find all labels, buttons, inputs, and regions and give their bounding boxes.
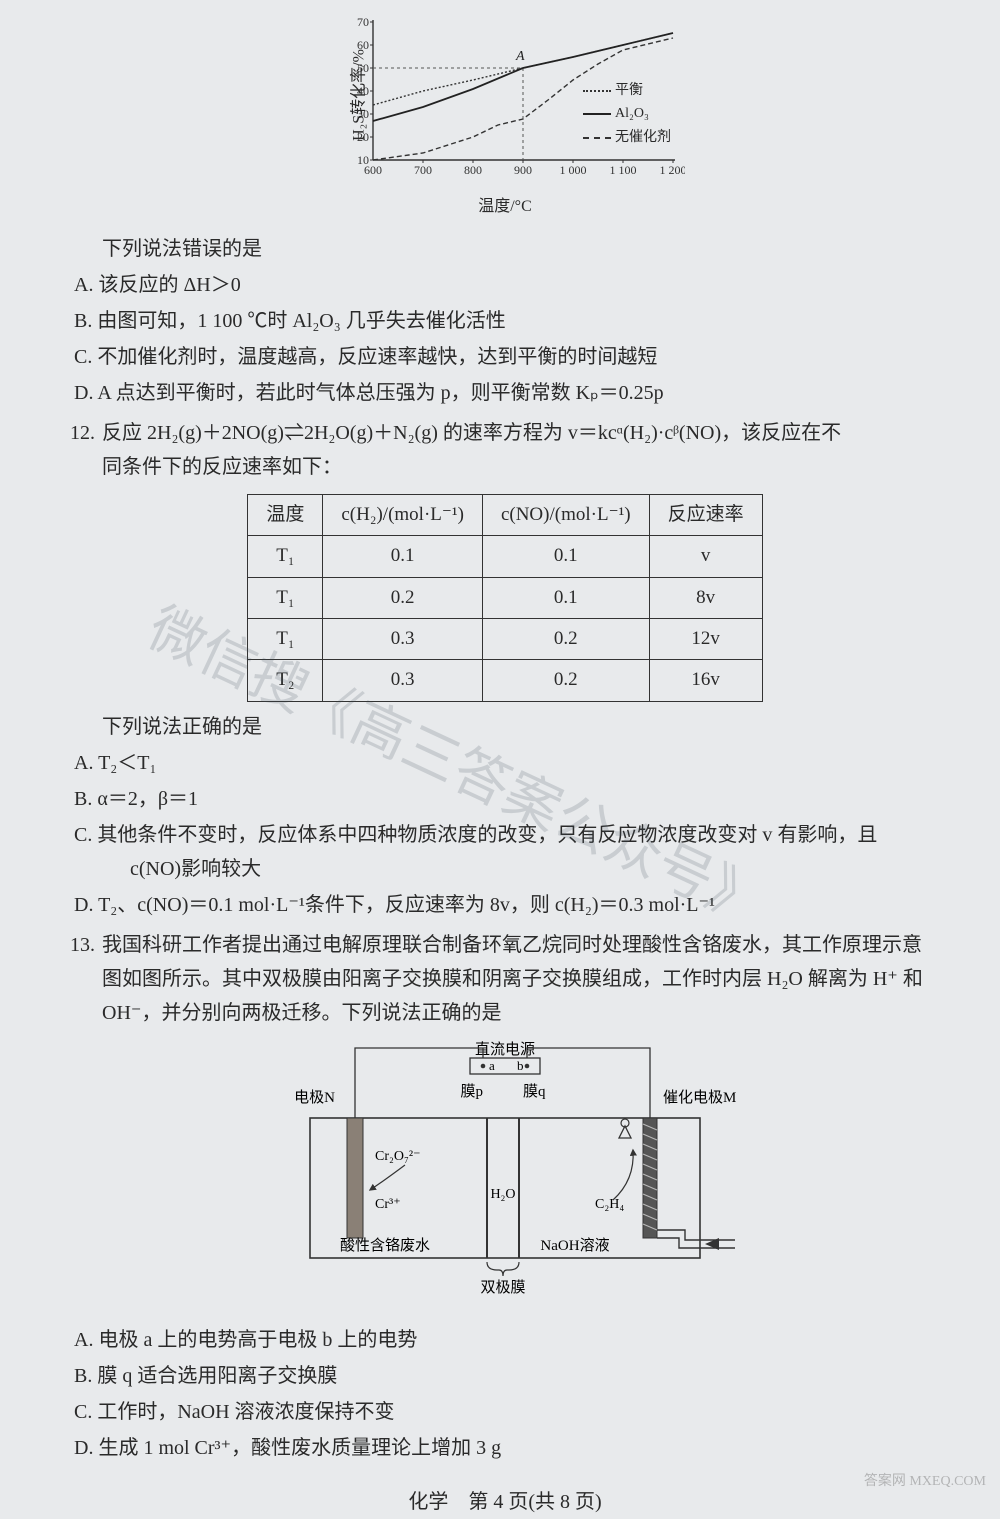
- q12-A: A. T₂＜T₁: [70, 746, 940, 780]
- q11-stem: 下列说法错误的是: [70, 232, 940, 266]
- q11-A: A. 该反应的 ΔH＞0: [70, 268, 940, 302]
- svg-text:a: a: [489, 1058, 495, 1073]
- th: c(NO)/(mol·L⁻¹): [482, 495, 649, 536]
- svg-text:600: 600: [364, 163, 382, 177]
- td: T₁: [248, 577, 323, 618]
- q11-chart: H₂S转化率/% 10 20 30 40 50 60 70 600 700 80…: [70, 10, 940, 220]
- q12-num: 12.: [70, 416, 102, 450]
- cr2o7: Cr₂O₇²⁻: [375, 1149, 420, 1164]
- q11-B: B. 由图可知，1 100 ℃时 Al₂O₃ 几乎失去催化活性: [70, 304, 940, 338]
- q11-C: C. 不加催化剂时，温度越高，反应速率越快，达到平衡的时间越短: [70, 340, 940, 374]
- svg-text:70: 70: [357, 15, 369, 29]
- q12-C1: C. 其他条件不变时，反应体系中四种物质浓度的改变，只有反应物浓度改变对 v 有…: [70, 818, 940, 852]
- q11-D: D. A 点达到平衡时，若此时气体总压强为 p，则平衡常数 Kₚ＝0.25p: [70, 376, 940, 410]
- td: 8v: [649, 577, 762, 618]
- td: 0.3: [323, 660, 483, 701]
- label-N: 电极N: [294, 1089, 335, 1106]
- legend-eq: 平衡: [615, 79, 643, 103]
- td: 0.2: [323, 577, 483, 618]
- electrolysis-diagram: 直流电源 a b 电极N 催化电极M 膜p 膜q: [265, 1040, 745, 1300]
- th: 温度: [248, 495, 323, 536]
- q12-B: B. α＝2，β＝1: [70, 782, 940, 816]
- page-footer: 化学 第 4 页(共 8 页): [70, 1485, 940, 1519]
- td: T₂: [248, 660, 323, 701]
- q12-sub: 下列说法正确的是: [70, 710, 940, 744]
- label-M: 催化电极M: [663, 1089, 736, 1106]
- corner-watermark: 答案网 MXEQ.COM: [864, 1474, 986, 1491]
- td: 12v: [649, 619, 762, 660]
- svg-text:b: b: [517, 1058, 524, 1073]
- svg-text:1 100: 1 100: [610, 163, 637, 177]
- th: c(H₂)/(mol·L⁻¹): [323, 495, 483, 536]
- q13-C: C. 工作时，NaOH 溶液浓度保持不变: [70, 1395, 940, 1429]
- q13: 13.我国科研工作者提出通过电解原理联合制备环氧乙烷同时处理酸性含铬废水，其工作…: [70, 928, 940, 1465]
- point-A-label: A: [515, 49, 525, 64]
- q12: 12.反应 2H₂(g)＋2NO(g)⇌2H₂O(g)＋N₂(g) 的速率方程为…: [70, 416, 940, 921]
- td: T₁: [248, 619, 323, 660]
- bipolar-label: 双极膜: [480, 1279, 525, 1296]
- table-row: T₂0.30.216v: [248, 660, 762, 701]
- label-q: 膜q: [523, 1083, 546, 1100]
- q12-table: 温度 c(H₂)/(mol·L⁻¹) c(NO)/(mol·L⁻¹) 反应速率 …: [247, 494, 762, 701]
- td: 0.1: [482, 536, 649, 577]
- table-row: T₁0.10.1v: [248, 536, 762, 577]
- q13-B: B. 膜 q 适合选用阳离子交换膜: [70, 1359, 940, 1393]
- td: 0.1: [482, 577, 649, 618]
- x-axis-label: 温度/°C: [70, 193, 940, 220]
- q12-stem2: 同条件下的反应速率如下：: [70, 450, 940, 484]
- power-label: 直流电源: [475, 1041, 535, 1058]
- th: 反应速率: [649, 495, 762, 536]
- table-header-row: 温度 c(H₂)/(mol·L⁻¹) c(NO)/(mol·L⁻¹) 反应速率: [248, 495, 762, 536]
- chart-box: H₂S转化率/% 10 20 30 40 50 60 70 600 700 80…: [325, 10, 685, 180]
- td: 0.3: [323, 619, 483, 660]
- q13-stem: 13.我国科研工作者提出通过电解原理联合制备环氧乙烷同时处理酸性含铬废水，其工作…: [70, 928, 940, 962]
- td: 0.2: [482, 619, 649, 660]
- right-liquid: NaOH溶液: [540, 1237, 609, 1254]
- table-row: T₁0.20.18v: [248, 577, 762, 618]
- left-liquid: 酸性含铬废水: [340, 1237, 430, 1254]
- svg-text:900: 900: [514, 163, 532, 177]
- q12-D: D. T₂、c(NO)＝0.1 mol·L⁻¹条件下，反应速率为 8v，则 c(…: [70, 888, 940, 922]
- q13-D: D. 生成 1 mol Cr³⁺，酸性废水质量理论上增加 3 g: [70, 1431, 940, 1465]
- q13-stem1: 我国科研工作者提出通过电解原理联合制备环氧乙烷同时处理酸性含铬废水，其工作原理示…: [102, 934, 922, 956]
- q13-A: A. 电极 a 上的电势高于电极 b 上的电势: [70, 1323, 940, 1357]
- svg-text:1 000: 1 000: [560, 163, 587, 177]
- td: 0.2: [482, 660, 649, 701]
- svg-text:800: 800: [464, 163, 482, 177]
- y-axis-label: H₂S转化率/%: [345, 49, 372, 141]
- legend-none: 无催化剂: [615, 126, 671, 150]
- q13-num: 13.: [70, 928, 102, 962]
- table-row: T₁0.30.212v: [248, 619, 762, 660]
- q13-stem2: 图如图所示。其中双极膜由阳离子交换膜和阴离子交换膜组成，工作时内层 H₂O 解离…: [70, 962, 940, 996]
- q12-stem1: 反应 2H₂(g)＋2NO(g)⇌2H₂O(g)＋N₂(g) 的速率方程为 v＝…: [102, 422, 841, 444]
- q12-C2: c(NO)影响较大: [70, 852, 940, 886]
- c2h4: C₂H₄: [595, 1197, 624, 1212]
- td: v: [649, 536, 762, 577]
- td: 0.1: [323, 536, 483, 577]
- cr3: Cr³⁺: [375, 1197, 401, 1212]
- td: T₁: [248, 536, 323, 577]
- td: 16v: [649, 660, 762, 701]
- label-p: 膜p: [460, 1083, 483, 1100]
- h2o: H₂O: [490, 1187, 515, 1202]
- svg-text:1 200: 1 200: [660, 163, 686, 177]
- legend-al2o3: Al₂O₃: [615, 102, 649, 126]
- q13-diagram: 直流电源 a b 电极N 催化电极M 膜p 膜q: [70, 1040, 940, 1311]
- q13-stem3: OH⁻，并分别向两极迁移。下列说法正确的是: [70, 996, 940, 1030]
- chart-legend: 平衡 Al₂O₃ 无催化剂: [579, 77, 675, 152]
- oxiran-icon: [619, 1126, 631, 1138]
- q12-stem: 12.反应 2H₂(g)＋2NO(g)⇌2H₂O(g)＋N₂(g) 的速率方程为…: [70, 416, 940, 450]
- q11-body: 下列说法错误的是 A. 该反应的 ΔH＞0 B. 由图可知，1 100 ℃时 A…: [70, 232, 940, 410]
- svg-text:700: 700: [414, 163, 432, 177]
